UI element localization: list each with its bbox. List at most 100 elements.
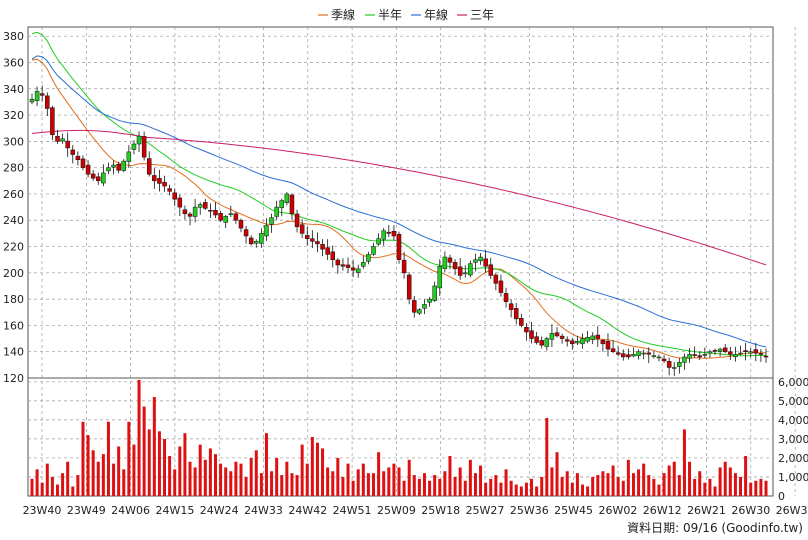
candle-body (55, 135, 60, 142)
volume-bar (30, 478, 34, 496)
volume-bar (667, 465, 671, 496)
candle-body (116, 163, 121, 171)
volume-bar (305, 463, 309, 496)
volume-bar (127, 421, 131, 496)
candle-body (712, 350, 718, 352)
candle-body (182, 209, 188, 214)
candle-body (29, 99, 35, 103)
volume-bar (372, 473, 376, 496)
volume-bar (377, 452, 381, 496)
candle-body (187, 213, 193, 217)
volume-bar (193, 467, 197, 496)
volume-bar (642, 463, 646, 496)
candle-body (636, 351, 641, 356)
volume-bar (336, 457, 340, 496)
candle-body (141, 136, 147, 158)
candle-body (503, 293, 509, 303)
candle-body (248, 237, 254, 245)
candle-body (366, 254, 371, 262)
volume-bar (71, 486, 75, 496)
candle-body (478, 256, 483, 262)
volume-bar (76, 475, 80, 496)
x-tick-label: 25W45 (554, 504, 593, 517)
candle-body (585, 336, 590, 342)
ma-quarter-line (31, 58, 766, 359)
candle-body (289, 194, 295, 214)
volume-bar (693, 478, 697, 496)
volume-bar (300, 444, 304, 496)
volume-bars (30, 379, 768, 496)
volume-bar (703, 482, 707, 496)
volume-bar (326, 467, 330, 496)
volume-bar (351, 480, 355, 496)
volume-bar (295, 475, 299, 496)
volume-bar (361, 463, 365, 496)
volume-bar (259, 473, 263, 496)
candle-body (722, 347, 728, 352)
candle-body (651, 355, 657, 357)
volume-bar (463, 480, 467, 496)
candle-body (126, 151, 132, 162)
volume-bar (244, 476, 248, 496)
volume-bar (591, 476, 595, 496)
volume-bar (407, 459, 411, 496)
candle-body (524, 327, 529, 333)
candle-body (559, 335, 565, 339)
volume-bar (473, 473, 477, 496)
volume-axis-ticks: 0 1,000 2,000 3,000 4,000 5,000 6,000 (778, 376, 808, 503)
legend-label-three-year: 三年 (470, 8, 494, 22)
volume-bar (96, 461, 100, 496)
price-tick-label: 300 (3, 135, 24, 148)
candle-body (687, 354, 692, 359)
x-tick-label: 24W06 (111, 504, 150, 517)
volume-bar (264, 433, 268, 496)
volume-bar (397, 467, 401, 496)
candle-body (136, 135, 142, 145)
price-tick-label: 380 (3, 30, 24, 43)
candle-body (412, 300, 417, 313)
candle-body (152, 175, 157, 182)
candle-body (539, 340, 544, 346)
volume-bar (346, 463, 350, 496)
volume-bar (458, 467, 462, 496)
candle-body (106, 167, 111, 172)
volume-bar (382, 471, 386, 496)
candle-body (80, 158, 86, 168)
candle-body (677, 361, 682, 367)
legend: 季線 半年 年線 三年 (318, 7, 494, 22)
volume-bar (168, 456, 172, 496)
volume-bar (433, 475, 437, 496)
candle-body (672, 367, 677, 369)
candle-body (325, 247, 330, 255)
candle-body (60, 138, 65, 142)
volume-bar (402, 480, 406, 496)
volume-bar (540, 476, 544, 496)
candle-body (406, 274, 412, 300)
volume-bar (489, 478, 493, 496)
volume-bar (524, 482, 528, 496)
volume-bar (509, 480, 513, 496)
candle-body (447, 257, 453, 263)
price-tick-label: 240 (3, 214, 24, 227)
candle-body (656, 356, 662, 359)
candle-body (39, 93, 45, 96)
candle-body (493, 274, 499, 284)
candle-body (697, 355, 702, 358)
candle-body (34, 91, 40, 101)
candle-body (702, 354, 708, 356)
volume-bar (392, 463, 396, 496)
volume-bar (570, 482, 574, 496)
volume-bar (555, 452, 559, 496)
x-tick-label: 25W09 (377, 504, 416, 517)
volume-bar (310, 437, 314, 496)
price-tick-label: 200 (3, 267, 24, 280)
candle-body (371, 246, 376, 255)
candle-body (233, 213, 239, 221)
volume-bar (718, 467, 722, 496)
candle-body (203, 202, 208, 209)
price-tick-label: 180 (3, 293, 24, 306)
volume-bar (50, 476, 54, 496)
price-tick-label: 260 (3, 188, 24, 201)
x-tick-label: 26W38 (776, 504, 808, 517)
candle-body (641, 352, 646, 355)
